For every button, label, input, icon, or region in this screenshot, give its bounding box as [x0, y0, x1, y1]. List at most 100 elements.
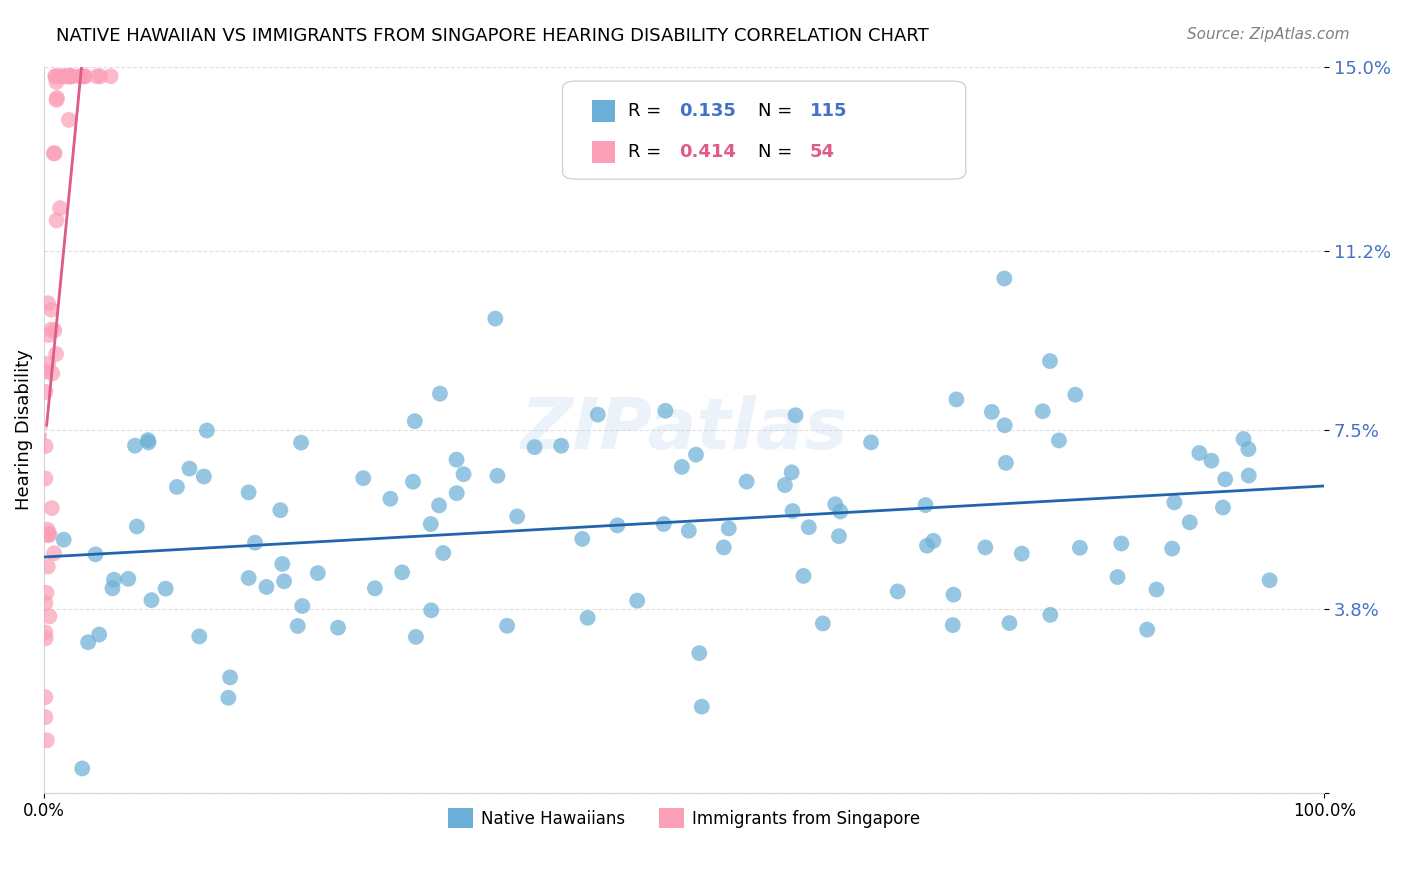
Point	[38, 609, 60, 624]
Point	[117, 572, 139, 586]
Point	[89, 70, 111, 84]
Point	[652, 516, 675, 531]
Point	[1039, 354, 1062, 368]
Point	[690, 699, 713, 714]
Point	[179, 461, 201, 475]
Point	[37, 357, 59, 371]
Point	[59, 70, 82, 84]
Point	[523, 440, 546, 454]
Point	[41, 322, 63, 336]
Point	[307, 566, 329, 580]
Y-axis label: Hearing Disability: Hearing Disability	[15, 349, 32, 510]
Point	[1178, 516, 1201, 530]
Point	[271, 557, 294, 571]
Point	[942, 618, 965, 632]
Point	[427, 499, 450, 513]
Point	[38, 328, 60, 343]
Point	[166, 480, 188, 494]
Point	[860, 435, 883, 450]
FancyBboxPatch shape	[592, 100, 614, 122]
Point	[792, 569, 814, 583]
FancyBboxPatch shape	[562, 81, 966, 179]
Legend: Native Hawaiians, Immigrants from Singapore: Native Hawaiians, Immigrants from Singap…	[441, 802, 927, 835]
Point	[41, 302, 63, 317]
Point	[654, 404, 676, 418]
Point	[77, 635, 100, 649]
Point	[678, 524, 700, 538]
Point	[37, 296, 59, 310]
Point	[38, 527, 60, 541]
Point	[1163, 495, 1185, 509]
Point	[290, 435, 312, 450]
Point	[256, 580, 278, 594]
Point	[37, 559, 59, 574]
Point	[42, 546, 65, 560]
Point	[44, 323, 66, 337]
Point	[811, 616, 834, 631]
Point	[243, 535, 266, 549]
Point	[391, 566, 413, 580]
Point	[103, 573, 125, 587]
Point	[797, 520, 820, 534]
Point	[402, 475, 425, 489]
Point	[830, 504, 852, 518]
Point	[1213, 472, 1236, 486]
Text: 0.414: 0.414	[679, 144, 735, 161]
Point	[59, 70, 82, 84]
Point	[37, 528, 59, 542]
Point	[37, 523, 59, 537]
Point	[217, 690, 239, 705]
Point	[915, 539, 938, 553]
Point	[219, 670, 242, 684]
Point	[404, 414, 426, 428]
Point	[34, 690, 56, 705]
Text: R =: R =	[628, 144, 666, 161]
Point	[785, 409, 807, 423]
Point	[886, 584, 908, 599]
Point	[100, 70, 122, 84]
Point	[1136, 623, 1159, 637]
Point	[1237, 468, 1260, 483]
Point	[1011, 547, 1033, 561]
Point	[41, 501, 63, 516]
Point	[576, 611, 599, 625]
Point	[713, 541, 735, 555]
Text: 115: 115	[810, 102, 846, 120]
Point	[717, 521, 740, 535]
Point	[291, 599, 314, 613]
Point	[49, 201, 72, 215]
Point	[626, 593, 648, 607]
Point	[34, 384, 56, 399]
Point	[35, 586, 58, 600]
Point	[1069, 541, 1091, 555]
Point	[974, 541, 997, 555]
Point	[60, 70, 83, 84]
Point	[70, 761, 93, 775]
Text: N =: N =	[758, 144, 799, 161]
Point	[238, 571, 260, 585]
Point	[685, 448, 707, 462]
Point	[994, 418, 1017, 433]
Point	[352, 471, 374, 485]
Point	[1161, 541, 1184, 556]
Point	[405, 630, 427, 644]
Point	[34, 710, 56, 724]
Point	[1039, 607, 1062, 622]
Point	[420, 603, 443, 617]
Point	[269, 503, 291, 517]
Point	[73, 70, 96, 84]
Point	[1111, 536, 1133, 550]
Point	[1146, 582, 1168, 597]
Point	[571, 532, 593, 546]
Point	[496, 619, 519, 633]
Point	[773, 478, 796, 492]
Point	[53, 70, 76, 84]
Point	[45, 75, 67, 89]
Point	[486, 468, 509, 483]
Point	[419, 516, 441, 531]
Point	[34, 632, 56, 646]
Point	[453, 467, 475, 482]
Point	[45, 213, 67, 227]
Text: N =: N =	[758, 102, 799, 120]
Point	[51, 70, 73, 84]
